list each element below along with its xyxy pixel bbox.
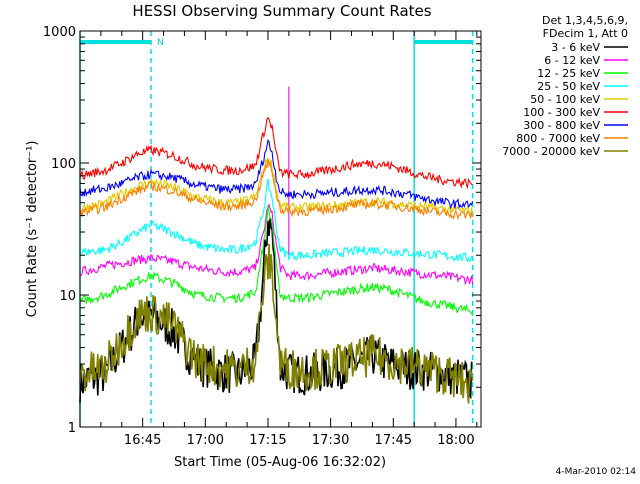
footer-timestamp: 4-Mar-2010 02:14 (556, 467, 637, 477)
series-line-7 (79, 159, 474, 221)
x-tick-label: 16:45 (124, 433, 161, 448)
series-line-1 (79, 202, 474, 286)
legend-label: 7000 - 20000 keV (502, 145, 600, 158)
night-marker-label: N (157, 38, 164, 48)
y-tick-label: 100 (51, 157, 76, 172)
series-line-8 (79, 243, 474, 404)
y-axis-label: Count Rate (s⁻¹ detector⁻¹) (25, 141, 40, 318)
legend-label: 6 - 12 keV (544, 54, 600, 67)
legend-header: Det 1,3,4,5,6,9, (542, 14, 628, 27)
x-tick-label: 17:00 (187, 433, 224, 448)
x-tick-label: 17:45 (375, 433, 412, 448)
x-tick-label: 17:30 (312, 433, 349, 448)
series-line-3 (79, 178, 474, 263)
legend-label: 300 - 800 keV (523, 119, 600, 132)
legend-label: 50 - 100 keV (530, 93, 600, 106)
x-axis-label: Start Time (05-Aug-06 16:32:02) (174, 455, 386, 470)
y-tick-label: 10 (59, 289, 76, 304)
legend-label: 25 - 50 keV (537, 80, 600, 93)
legend-label: 100 - 300 keV (523, 106, 600, 119)
axes-group: 1 10 100 1000 16:45 17:00 17:15 17:30 17:45 18:00 (43, 25, 481, 448)
series-line-2 (79, 205, 474, 316)
x-tick-label: 17:15 (249, 433, 286, 448)
legend-label: 3 - 6 keV (551, 41, 600, 54)
plot-frame (79, 30, 482, 428)
legend: Det 1,3,4,5,6,9,FDecim 1, Att 03 - 6 keV… (502, 14, 628, 158)
legend-label: 800 - 7000 keV (516, 132, 600, 145)
legend-label: 12 - 25 keV (537, 67, 600, 80)
x-tick-label: 18:00 (437, 433, 474, 448)
y-tick-label: 1 (68, 421, 76, 436)
series-group (79, 116, 474, 404)
y-tick-label: 1000 (43, 25, 76, 40)
series-line-5 (79, 116, 473, 190)
legend-header: FDecim 1, Att 0 (543, 27, 628, 40)
series-line-6 (79, 139, 474, 210)
chart-title: HESSI Observing Summary Count Rates (132, 2, 431, 20)
